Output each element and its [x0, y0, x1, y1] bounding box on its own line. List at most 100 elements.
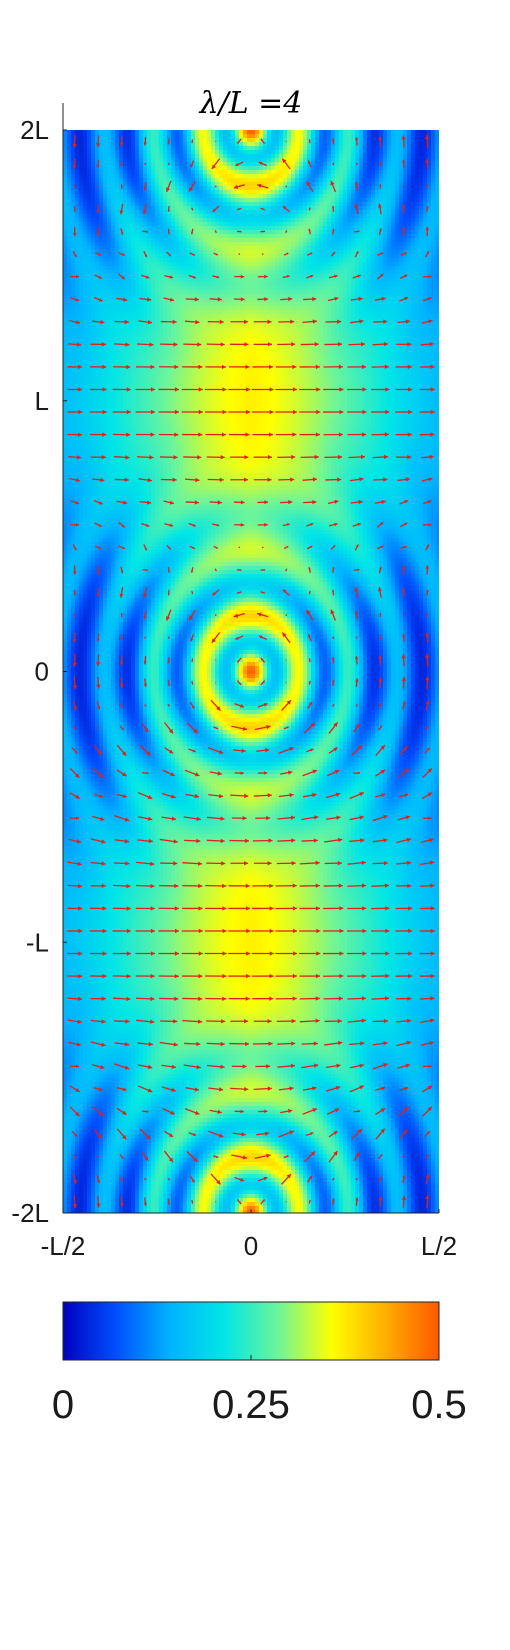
heatmap-cell	[223, 254, 228, 259]
heatmap-cell	[187, 210, 192, 215]
heatmap-cell	[355, 222, 360, 227]
heatmap-cell	[387, 246, 392, 251]
heatmap-cell	[243, 254, 248, 259]
heatmap-cell	[271, 186, 276, 191]
heatmap-cell	[195, 154, 200, 159]
heatmap-cell	[419, 154, 424, 159]
heatmap-cell	[135, 162, 140, 167]
heatmap-cell	[399, 338, 404, 343]
heatmap-cell	[115, 238, 120, 243]
heatmap-cell	[375, 314, 380, 319]
heatmap-cell	[207, 322, 212, 327]
heatmap-cell	[263, 270, 268, 275]
heatmap-cell	[375, 294, 380, 299]
heatmap-cell	[211, 226, 216, 231]
heatmap-cell	[207, 218, 212, 223]
heatmap-cell	[291, 310, 296, 315]
heatmap-cell	[151, 242, 156, 247]
heatmap-cell	[287, 258, 292, 263]
heatmap-cell	[151, 210, 156, 215]
heatmap-cell	[351, 258, 356, 263]
heatmap-cell	[419, 214, 424, 219]
heatmap-cell	[275, 134, 280, 139]
heatmap-cell	[407, 242, 412, 247]
heatmap-cell	[199, 206, 204, 211]
heatmap-cell	[279, 250, 284, 255]
heatmap-cell	[135, 130, 140, 135]
heatmap-cell	[355, 134, 360, 139]
heatmap-cell	[75, 246, 80, 251]
heatmap-cell	[187, 326, 192, 331]
heatmap-cell	[207, 262, 212, 267]
heatmap-cell	[223, 186, 228, 191]
heatmap-cell	[387, 306, 392, 311]
heatmap-cell	[263, 246, 268, 251]
heatmap-cell	[395, 218, 400, 223]
heatmap-cell	[415, 190, 420, 195]
heatmap-cell	[415, 278, 420, 283]
heatmap-cell	[103, 262, 108, 267]
heatmap-cell	[183, 230, 188, 235]
heatmap-cell	[131, 238, 136, 243]
heatmap-cell	[271, 206, 276, 211]
heatmap-cell	[295, 206, 300, 211]
heatmap-cell	[247, 270, 252, 275]
heatmap-cell	[63, 294, 68, 299]
heatmap-cell	[211, 302, 216, 307]
heatmap-cell	[91, 334, 96, 339]
heatmap-cell	[175, 226, 180, 231]
heatmap-cell	[75, 250, 80, 255]
heatmap-cell	[183, 226, 188, 231]
heatmap-cell	[283, 142, 288, 147]
heatmap-cell	[179, 266, 184, 271]
heatmap-cell	[123, 134, 128, 139]
heatmap-cell	[79, 334, 84, 339]
heatmap-cell	[435, 286, 440, 291]
heatmap-cell	[155, 162, 160, 167]
heatmap-cell	[203, 198, 208, 203]
heatmap-cell	[275, 250, 280, 255]
heatmap-cell	[295, 182, 300, 187]
heatmap-cell	[343, 302, 348, 307]
heatmap-cell	[87, 270, 92, 275]
heatmap-cell	[115, 278, 120, 283]
heatmap-cell	[111, 258, 116, 263]
heatmap-cell	[339, 250, 344, 255]
heatmap-cell	[383, 254, 388, 259]
heatmap-cell	[379, 150, 384, 155]
heatmap-cell	[163, 310, 168, 315]
heatmap-cell	[155, 290, 160, 295]
heatmap-cell	[143, 194, 148, 199]
heatmap-cell	[271, 158, 276, 163]
heatmap-cell	[291, 198, 296, 203]
heatmap-cell	[163, 166, 168, 171]
heatmap-cell	[387, 222, 392, 227]
heatmap-cell	[291, 178, 296, 183]
heatmap-cell	[283, 278, 288, 283]
heatmap-cell	[127, 274, 132, 279]
heatmap-cell	[127, 270, 132, 275]
heatmap-cell	[427, 154, 432, 159]
heatmap-cell	[111, 242, 116, 247]
heatmap-cell	[183, 262, 188, 267]
heatmap-cell	[371, 194, 376, 199]
heatmap-cell	[195, 146, 200, 151]
heatmap-cell	[379, 334, 384, 339]
heatmap-cell	[287, 198, 292, 203]
heatmap-cell	[423, 310, 428, 315]
heatmap-cell	[199, 154, 204, 159]
heatmap-cell	[63, 342, 68, 347]
heatmap-cell	[167, 322, 172, 327]
heatmap-cell	[199, 214, 204, 219]
heatmap-cell	[399, 190, 404, 195]
heatmap-cell	[127, 234, 132, 239]
heatmap-cell	[175, 306, 180, 311]
heatmap-cell	[423, 214, 428, 219]
heatmap-cell	[415, 198, 420, 203]
heatmap-cell	[387, 270, 392, 275]
heatmap-cell	[131, 326, 136, 331]
heatmap-cell	[151, 258, 156, 263]
heatmap-cell	[167, 282, 172, 287]
heatmap-cell	[263, 278, 268, 283]
heatmap-cell	[167, 238, 172, 243]
